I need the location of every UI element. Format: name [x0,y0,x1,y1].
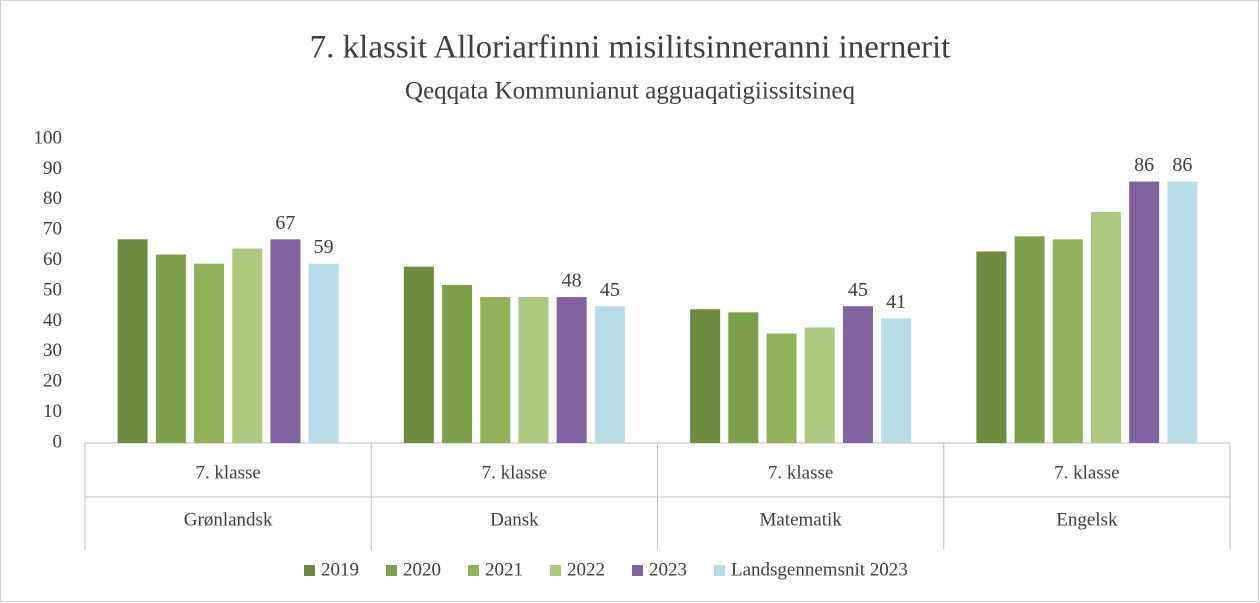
bar [1129,181,1160,443]
data-label: 41 [886,291,906,313]
data-label: 86 [1134,154,1154,176]
bar [594,306,625,443]
y-tick-label: 0 [53,431,63,452]
y-tick-label: 10 [43,401,62,422]
y-tick-label: 50 [43,279,62,300]
bar [270,239,301,443]
x-subcategory-label: 7. klasse [482,462,547,483]
y-tick-label: 20 [43,371,62,392]
bar [1014,236,1045,443]
x-tick-label: Engelsk [1056,509,1118,530]
y-tick-label: 30 [43,340,62,361]
legend-label: 2021 [485,559,523,580]
x-tick-label: Grønlandsk [184,509,273,530]
bar [556,297,587,443]
data-label: 48 [562,270,582,292]
chart-subtitle: Qeqqata Kommunianut agguaqatigiissitsine… [405,78,855,105]
bar [403,266,434,443]
legend-swatch [386,565,397,576]
data-label: 59 [314,236,334,258]
bar [881,318,912,443]
bar [232,248,263,443]
bar [194,263,225,443]
x-subcategory-label: 7. klasse [768,462,833,483]
bar [117,239,148,443]
bar [804,327,835,443]
legend-label: 2023 [649,559,687,580]
y-tick-label: 80 [43,188,62,209]
bar [1052,239,1083,443]
y-tick-label: 100 [34,127,63,148]
legend-swatch [550,565,561,576]
legend-swatch [632,565,643,576]
legend-swatch [714,565,725,576]
chart-title: 7. klassit Alloriarfinni misilitsinneran… [310,30,951,66]
data-label: 86 [1172,154,1192,176]
bar [766,333,797,443]
bar [518,297,549,443]
legend-swatch [468,565,479,576]
legend-label: Landsgennemsnit 2023 [731,559,908,580]
bar [480,297,511,443]
data-label: 67 [275,212,295,234]
x-subcategory-label: 7. klasse [1054,462,1119,483]
y-tick-label: 70 [43,219,62,240]
data-label: 45 [848,279,868,301]
x-tick-label: Dansk [490,509,539,530]
bar [976,251,1007,443]
y-tick-label: 90 [43,158,62,179]
bar [155,254,186,443]
legend-label: 2019 [321,559,359,580]
bar [842,306,873,443]
x-subcategory-label: 7. klasse [195,462,260,483]
bar [442,284,473,443]
bar [308,263,339,443]
data-label: 45 [600,279,620,301]
bar [728,312,759,443]
legend-swatch [304,565,315,576]
bar [1167,181,1198,443]
legend-label: 2020 [403,559,441,580]
x-tick-label: Matematik [759,509,842,530]
bar [1090,211,1121,443]
y-tick-label: 60 [43,249,62,270]
y-tick-label: 40 [43,310,62,331]
bar [690,309,721,443]
legend-label: 2022 [567,559,605,580]
